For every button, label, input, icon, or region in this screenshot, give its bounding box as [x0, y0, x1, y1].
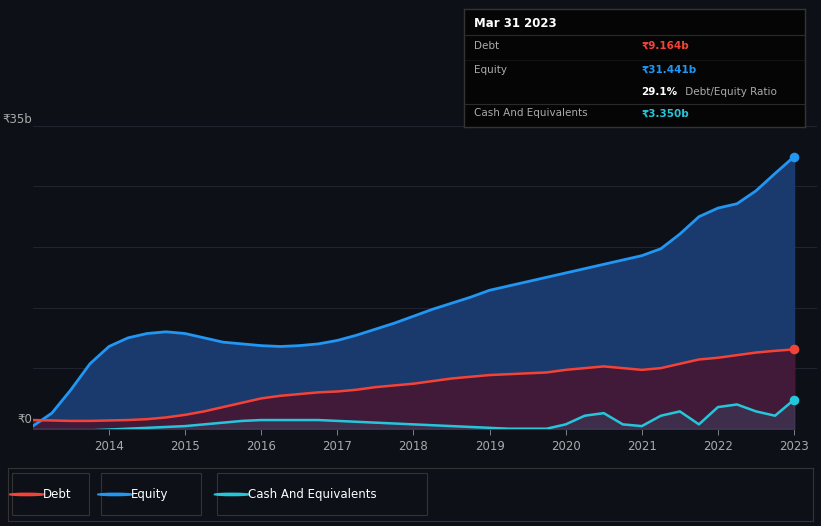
Bar — [12, 473, 89, 515]
Text: ₹9.164b: ₹9.164b — [641, 41, 689, 51]
Text: Cash And Equivalents: Cash And Equivalents — [248, 488, 377, 501]
Bar — [218, 473, 427, 515]
Text: Debt/Equity Ratio: Debt/Equity Ratio — [682, 87, 777, 97]
Bar — [101, 473, 201, 515]
Text: ₹31.441b: ₹31.441b — [641, 65, 696, 75]
Point — [787, 153, 800, 161]
Text: Equity: Equity — [474, 65, 507, 75]
Text: Debt: Debt — [43, 488, 71, 501]
Circle shape — [214, 493, 250, 495]
Text: Mar 31 2023: Mar 31 2023 — [474, 17, 557, 30]
Text: Equity: Equity — [131, 488, 169, 501]
Circle shape — [9, 493, 44, 495]
Point — [787, 345, 800, 353]
Circle shape — [98, 493, 133, 495]
Text: Debt: Debt — [474, 41, 499, 51]
Point — [787, 396, 800, 404]
Text: ₹35b: ₹35b — [2, 113, 32, 126]
Text: ₹0: ₹0 — [17, 413, 32, 426]
Text: 29.1%: 29.1% — [641, 87, 677, 97]
Text: ₹3.350b: ₹3.350b — [641, 108, 689, 118]
Text: Cash And Equivalents: Cash And Equivalents — [474, 108, 588, 118]
